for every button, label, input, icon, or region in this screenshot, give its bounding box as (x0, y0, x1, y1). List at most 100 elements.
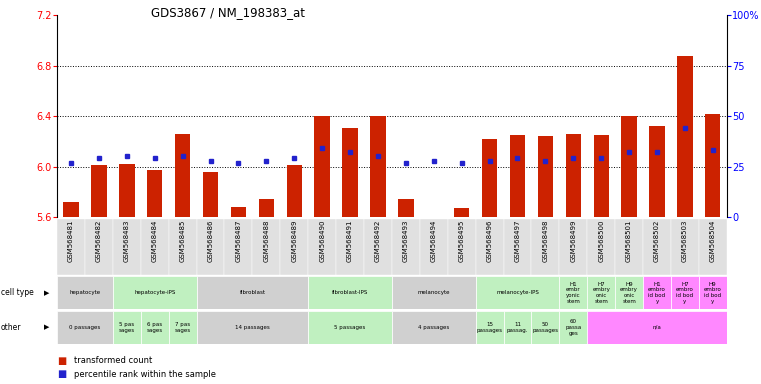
Bar (169, 219, 196, 275)
Bar (482, 139, 497, 217)
Bar (559, 219, 587, 275)
Bar (643, 276, 671, 309)
Bar (559, 276, 587, 309)
Bar (169, 311, 196, 344)
Text: GSM568502: GSM568502 (654, 220, 660, 262)
Bar (531, 311, 559, 344)
Text: GSM568503: GSM568503 (682, 220, 688, 263)
Bar (371, 116, 386, 217)
Text: 11
passag.: 11 passag. (507, 322, 528, 333)
Text: H1
embr
yonic
stem: H1 embr yonic stem (566, 281, 581, 304)
Bar (454, 208, 470, 217)
Bar (392, 276, 476, 309)
Bar (699, 276, 727, 309)
Text: GSM568496: GSM568496 (486, 220, 492, 263)
Bar (314, 116, 330, 217)
Text: fibroblast-IPS: fibroblast-IPS (332, 290, 368, 295)
Bar (342, 127, 358, 217)
Bar (203, 172, 218, 217)
Bar (594, 135, 609, 217)
Text: ■: ■ (57, 356, 66, 366)
Text: GSM568489: GSM568489 (291, 220, 298, 263)
Text: 7 pas
sages: 7 pas sages (174, 322, 191, 333)
Text: ▶: ▶ (44, 290, 49, 296)
Bar (447, 219, 476, 275)
Text: GSM568500: GSM568500 (598, 220, 604, 263)
Text: 60
passa
ges: 60 passa ges (565, 319, 581, 336)
Bar (119, 164, 135, 217)
Bar (336, 219, 364, 275)
Bar (420, 219, 447, 275)
Bar (57, 311, 113, 344)
Text: GSM568497: GSM568497 (514, 220, 521, 263)
Bar (476, 311, 504, 344)
Text: GSM568490: GSM568490 (319, 220, 325, 263)
Bar (196, 219, 224, 275)
Bar (559, 311, 587, 344)
Text: H9
embro
id bod
y: H9 embro id bod y (704, 281, 721, 304)
Text: 50
passages: 50 passages (533, 322, 559, 333)
Bar (699, 219, 727, 275)
Bar (113, 276, 196, 309)
Text: GSM568504: GSM568504 (710, 220, 716, 262)
Bar (643, 219, 671, 275)
Bar (147, 170, 162, 217)
Bar (113, 219, 141, 275)
Bar (113, 311, 141, 344)
Bar (671, 276, 699, 309)
Bar (504, 311, 531, 344)
Text: GSM568488: GSM568488 (263, 220, 269, 263)
Text: GSM568498: GSM568498 (543, 220, 549, 263)
Text: H9
embry
onic
stem: H9 embry onic stem (620, 281, 638, 304)
Text: GSM568485: GSM568485 (180, 220, 186, 262)
Bar (280, 219, 308, 275)
Text: GSM568493: GSM568493 (403, 220, 409, 263)
Text: H1
embro
id bod
y: H1 embro id bod y (648, 281, 666, 304)
Bar (308, 311, 392, 344)
Text: n/a: n/a (653, 325, 661, 330)
Text: GSM568501: GSM568501 (626, 220, 632, 263)
Bar (531, 219, 559, 275)
Text: 15
passages: 15 passages (476, 322, 502, 333)
Text: melanocyte-IPS: melanocyte-IPS (496, 290, 539, 295)
Bar (253, 219, 280, 275)
Text: hepatocyte: hepatocyte (69, 290, 100, 295)
Text: ■: ■ (57, 369, 66, 379)
Text: 5 pas
sages: 5 pas sages (119, 322, 135, 333)
Bar (231, 207, 246, 217)
Text: GSM568491: GSM568491 (347, 220, 353, 263)
Bar (587, 311, 727, 344)
Bar (565, 134, 581, 217)
Text: hepatocyte-iPS: hepatocyte-iPS (134, 290, 176, 295)
Bar (85, 219, 113, 275)
Text: GSM568499: GSM568499 (570, 220, 576, 263)
Text: GSM568486: GSM568486 (208, 220, 214, 263)
Bar (538, 136, 553, 217)
Bar (175, 134, 190, 217)
Bar (587, 219, 615, 275)
Text: GSM568482: GSM568482 (96, 220, 102, 262)
Bar (196, 276, 308, 309)
Text: H7
embry
onic
stem: H7 embry onic stem (592, 281, 610, 304)
Bar (504, 219, 531, 275)
Bar (615, 276, 643, 309)
Bar (364, 219, 392, 275)
Bar (392, 219, 420, 275)
Bar (57, 219, 85, 275)
Bar (476, 276, 559, 309)
Text: 0 passages: 0 passages (69, 325, 100, 330)
Text: GSM568494: GSM568494 (431, 220, 437, 262)
Bar (308, 219, 336, 275)
Bar (392, 311, 476, 344)
Text: GSM568484: GSM568484 (151, 220, 158, 262)
Bar (510, 135, 525, 217)
Text: GSM568487: GSM568487 (235, 220, 241, 263)
Bar (615, 219, 643, 275)
Text: transformed count: transformed count (74, 356, 152, 366)
Bar (677, 56, 693, 217)
Text: 5 passages: 5 passages (334, 325, 366, 330)
Text: GSM568492: GSM568492 (375, 220, 381, 262)
Bar (587, 276, 615, 309)
Bar (476, 219, 504, 275)
Text: GSM568481: GSM568481 (68, 220, 74, 263)
